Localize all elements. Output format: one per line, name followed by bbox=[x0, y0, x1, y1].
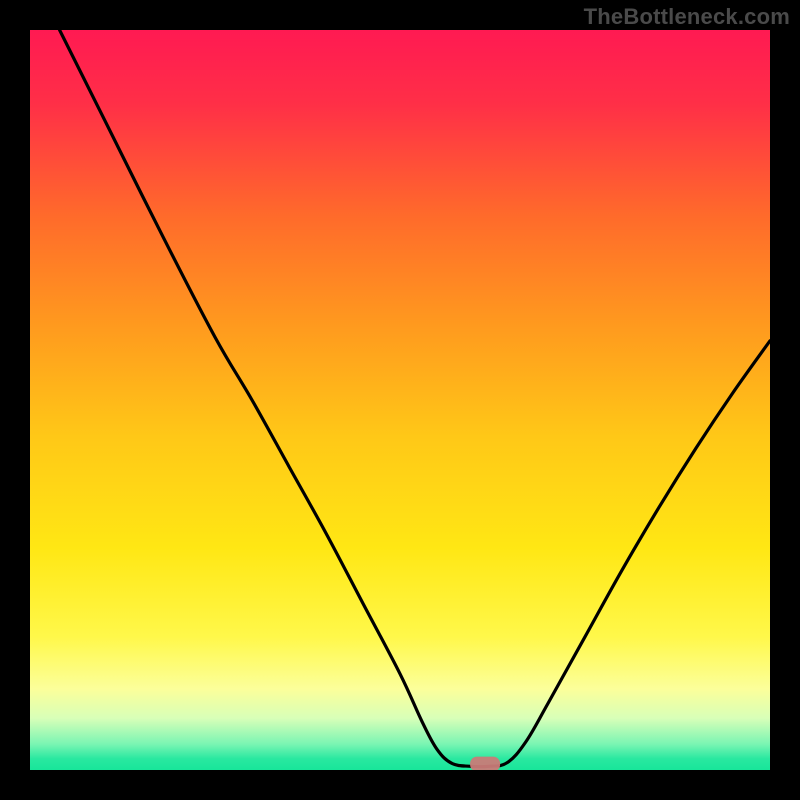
bottleneck-chart bbox=[0, 0, 800, 800]
chart-container: TheBottleneck.com bbox=[0, 0, 800, 800]
gradient-background bbox=[30, 30, 770, 770]
optimum-marker bbox=[470, 757, 500, 772]
watermark-text: TheBottleneck.com bbox=[584, 4, 790, 30]
